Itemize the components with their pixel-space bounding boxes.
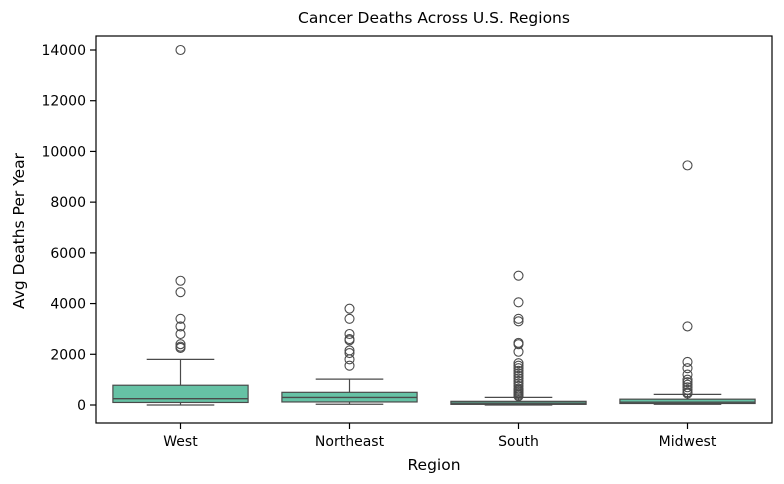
outlier-point xyxy=(513,316,524,327)
outlier-point xyxy=(513,391,524,402)
outlier-point xyxy=(682,382,693,393)
outlier-point xyxy=(344,347,355,359)
outlier-point xyxy=(344,303,355,314)
outlier-point xyxy=(682,374,693,385)
outlier-point xyxy=(175,44,186,56)
outlier-point xyxy=(513,373,524,384)
outlier-point xyxy=(175,328,186,340)
plot-area xyxy=(95,35,773,424)
outlier-point xyxy=(344,335,355,346)
outlier-point xyxy=(175,313,186,324)
outlier-point xyxy=(175,275,186,286)
outlier-point xyxy=(175,287,186,298)
chart-title: Cancer Deaths Across U.S. Regions xyxy=(298,9,570,27)
x-axis-title: Region xyxy=(407,456,460,474)
x-tick-label: Northeast xyxy=(315,434,385,450)
plot-frame xyxy=(95,35,773,424)
y-tick-label: 0 xyxy=(77,398,86,414)
y-axis: 0 2000 4000 6000 8000 10000 12000 14000 xyxy=(41,43,96,414)
y-tick-label: 10000 xyxy=(41,144,86,160)
y-tick-label: 14000 xyxy=(41,43,86,59)
outlier-point xyxy=(682,388,693,399)
outlier-point xyxy=(513,270,524,281)
outlier-point xyxy=(682,363,693,374)
outlier-point xyxy=(513,313,524,324)
outlier-point xyxy=(513,346,524,357)
outlier-point xyxy=(175,321,186,332)
outlier-point xyxy=(175,342,186,353)
outlier-point xyxy=(513,358,524,369)
outlier-point xyxy=(682,321,693,332)
y-tick-label: 8000 xyxy=(50,195,86,211)
y-tick-label: 2000 xyxy=(50,347,86,363)
outlier-point xyxy=(513,370,524,381)
outlier-point xyxy=(344,354,355,365)
outlier-point xyxy=(513,360,524,371)
outlier-point xyxy=(513,363,524,374)
box-group-west xyxy=(112,44,249,406)
box-group-northeast xyxy=(281,303,418,405)
box-iqr xyxy=(619,398,756,405)
box-group-south xyxy=(450,270,587,406)
outlier-point xyxy=(513,339,524,350)
outlier-point xyxy=(175,339,186,350)
y-tick-label: 12000 xyxy=(41,94,86,110)
outlier-point xyxy=(344,360,355,371)
outlier-point xyxy=(513,365,524,376)
x-tick-label: Midwest xyxy=(659,434,717,450)
outlier-point xyxy=(513,297,524,308)
y-tick-label: 4000 xyxy=(50,297,86,313)
outlier-point xyxy=(682,160,693,171)
outlier-point xyxy=(682,377,693,388)
box-group-midwest xyxy=(619,160,756,405)
y-tick-label: 6000 xyxy=(50,246,86,262)
outlier-point xyxy=(344,313,355,324)
outlier-point xyxy=(682,369,693,380)
outlier-point xyxy=(682,384,693,395)
x-tick-label: West xyxy=(163,434,198,450)
outlier-point xyxy=(344,328,355,340)
x-axis: West Northeast South Midwest xyxy=(163,423,717,450)
box-iqr xyxy=(112,384,249,404)
x-tick-label: South xyxy=(498,434,539,450)
outlier-point xyxy=(513,368,524,379)
y-axis-title: Avg Deaths Per Year xyxy=(10,152,28,309)
outlier-point xyxy=(682,356,693,367)
